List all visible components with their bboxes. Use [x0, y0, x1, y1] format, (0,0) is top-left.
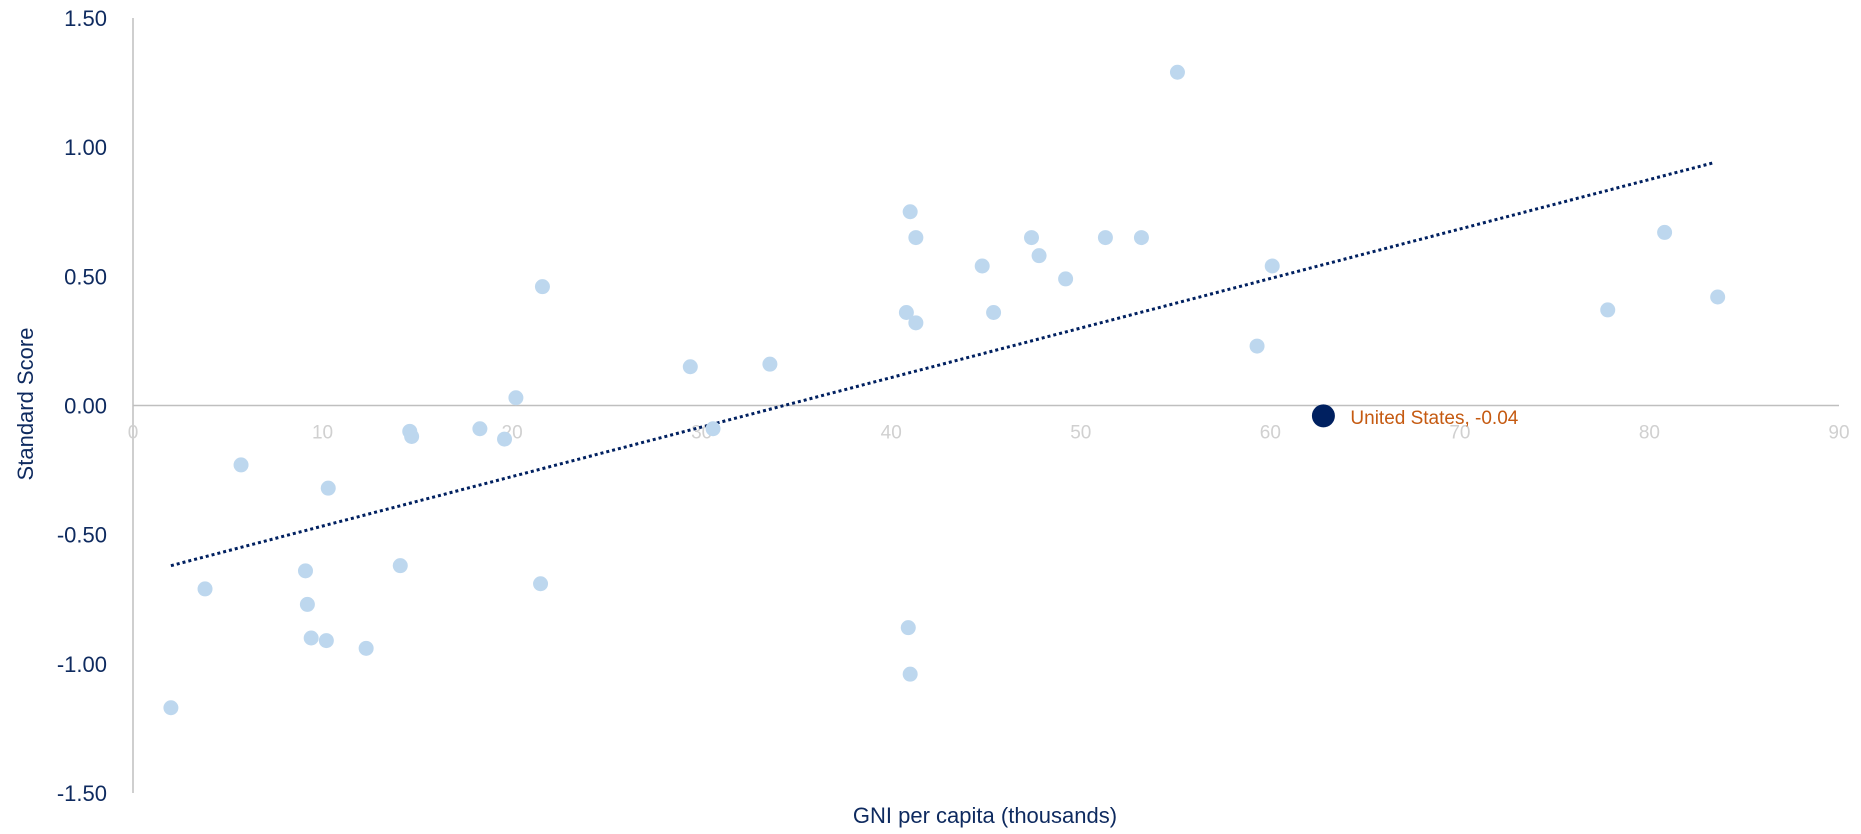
data-point — [908, 230, 924, 246]
x-tick-label: 90 — [1828, 423, 1849, 444]
data-point — [902, 204, 918, 220]
trendline — [170, 161, 1715, 568]
data-point — [1097, 230, 1113, 246]
data-point — [1657, 224, 1673, 240]
trendline-group — [170, 161, 1715, 568]
data-point — [682, 359, 698, 375]
x-axis-title: GNI per capita (thousands) — [853, 803, 1117, 828]
data-point — [534, 279, 550, 295]
data-point — [472, 421, 488, 437]
data-point — [1031, 248, 1047, 264]
y-axis-title: Standard Score — [13, 328, 38, 481]
data-point — [508, 390, 524, 406]
data-point — [297, 563, 313, 579]
data-point — [1600, 302, 1616, 318]
data-point — [762, 356, 778, 372]
data-point — [1264, 258, 1280, 274]
data-point — [1249, 338, 1265, 354]
data-point — [1058, 271, 1074, 287]
data-point — [1023, 230, 1039, 246]
y-tick-label: -1.50 — [57, 781, 107, 806]
data-point — [533, 576, 549, 592]
data-point — [902, 666, 918, 682]
data-point — [404, 429, 420, 444]
data-point — [974, 258, 990, 274]
data-points — [163, 64, 1726, 716]
data-point — [197, 581, 213, 597]
highlight-group: United States, -0.04 — [1311, 404, 1519, 429]
data-point — [320, 480, 336, 496]
y-tick-label: -1.00 — [57, 652, 107, 677]
x-tick-label: 80 — [1639, 423, 1660, 444]
data-point — [358, 640, 374, 656]
data-point — [898, 305, 914, 320]
y-tick-labels: 1.50 1.00 0.50 0.00 -0.50 -1.00 -1.50 — [57, 6, 107, 806]
data-point — [163, 700, 179, 716]
data-point — [303, 630, 319, 646]
data-point — [908, 315, 924, 331]
x-tick-label: 0 — [128, 423, 139, 444]
data-point — [497, 431, 513, 447]
x-tick-label: 60 — [1260, 423, 1281, 444]
x-tick-label: 10 — [312, 423, 333, 444]
data-point — [1169, 64, 1185, 80]
highlight-point — [1311, 404, 1335, 428]
x-tick-label: 40 — [881, 423, 902, 444]
data-point — [705, 421, 721, 437]
data-point — [900, 620, 916, 636]
y-tick-label: 1.50 — [64, 6, 107, 31]
data-point — [233, 457, 249, 473]
y-tick-label: 0.50 — [64, 264, 107, 289]
data-point — [318, 633, 334, 649]
data-point — [299, 596, 315, 612]
y-tick-label: 0.00 — [64, 394, 107, 419]
data-point — [1133, 230, 1149, 246]
y-tick-label: -0.50 — [57, 523, 107, 548]
data-point — [392, 558, 408, 574]
x-tick-label: 50 — [1070, 423, 1091, 444]
data-point — [1710, 289, 1726, 305]
y-tick-label: 1.00 — [64, 135, 107, 160]
x-tick-label: 70 — [1449, 423, 1470, 444]
x-tick-labels: 0 10 20 30 40 50 60 70 80 90 — [128, 423, 1850, 444]
data-point — [986, 305, 1002, 320]
highlight-label: United States, -0.04 — [1350, 408, 1518, 429]
